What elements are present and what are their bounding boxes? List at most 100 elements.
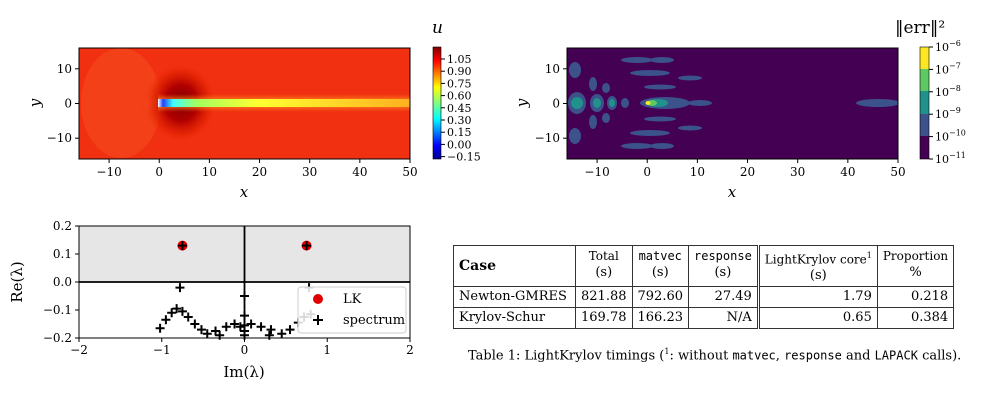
colorbar-tick-label: 0.90 bbox=[447, 65, 472, 78]
y-ticks: 0.2 0.1 0.0 −0.1 −0.2 bbox=[43, 219, 79, 345]
cell-proportion: 0.384 bbox=[876, 307, 955, 330]
header-core-footnote: 1 bbox=[866, 251, 872, 260]
colorbar-title: u bbox=[432, 18, 443, 38]
legend-lk-marker bbox=[313, 294, 323, 304]
x-axis-label: x bbox=[728, 183, 737, 201]
header-total: Total (s) bbox=[575, 244, 633, 288]
timings-table: Case Total (s) matvec (s) response (s) L… bbox=[453, 244, 955, 330]
spectrum-point bbox=[196, 325, 206, 335]
colorbar-tick-label: 0.45 bbox=[447, 102, 472, 115]
colorbar-tick-label: 10−9 bbox=[935, 106, 961, 121]
cell-total: 821.88 bbox=[575, 286, 633, 309]
spectrum-point bbox=[190, 319, 200, 329]
caption-comma: , bbox=[775, 348, 785, 364]
colorbar-ticks: 1.050.900.750.600.450.300.150.00−0.15 bbox=[441, 53, 481, 164]
colorbar-tick-label: −0.15 bbox=[447, 151, 481, 164]
x-tick-label: 30 bbox=[302, 165, 317, 179]
spectrum-point bbox=[167, 308, 177, 318]
y-tick-label: −0.2 bbox=[43, 331, 72, 345]
spectrum-point bbox=[235, 322, 245, 332]
y-ticks: −10 0 10 bbox=[535, 62, 567, 145]
error-peak bbox=[645, 101, 651, 105]
x-ticks: −10 0 10 20 30 40 50 bbox=[584, 159, 906, 179]
caption-code-matvec: matvec bbox=[732, 348, 776, 363]
y-ticks: −10 0 10 bbox=[47, 62, 79, 145]
legend: LK spectrum bbox=[297, 286, 407, 334]
header-matvec: matvec (s) bbox=[631, 244, 689, 288]
caption-code-lapack: LAPACK bbox=[874, 348, 918, 363]
cell-case: Newton-GMRES bbox=[453, 286, 576, 309]
cell-response: N/A bbox=[688, 307, 759, 330]
spectrum-point bbox=[177, 306, 187, 316]
x-tick-label: 10 bbox=[690, 165, 705, 179]
spectrum-point bbox=[246, 319, 256, 329]
y-axis-label: y bbox=[513, 98, 531, 108]
x-tick-label: 0 bbox=[241, 343, 249, 357]
x-ticks: −10 0 10 20 30 40 50 bbox=[96, 159, 418, 179]
spectrum-point bbox=[302, 241, 312, 251]
x-tick-label: −10 bbox=[96, 165, 121, 179]
colorbar-tick-label: 0.75 bbox=[447, 77, 472, 90]
x-tick-label: 10 bbox=[202, 165, 217, 179]
spectrum-point bbox=[177, 241, 187, 251]
y-tick-label: 10 bbox=[57, 62, 72, 76]
colorbar-tick-label: 0.60 bbox=[447, 90, 472, 103]
legend-spectrum-marker bbox=[313, 315, 323, 325]
header-proportion: Proportion % bbox=[876, 244, 955, 288]
legend-box bbox=[297, 286, 407, 334]
spectrum-point bbox=[155, 323, 165, 333]
x-tick-label: 40 bbox=[840, 165, 855, 179]
colorbar-tick-label: 10−10 bbox=[935, 129, 966, 144]
spectrum-point bbox=[183, 312, 193, 322]
y-tick-label: 0.2 bbox=[53, 219, 72, 233]
cell-matvec: 166.23 bbox=[631, 307, 689, 330]
header-response-title: response bbox=[694, 249, 752, 263]
cell-matvec: 792.60 bbox=[631, 286, 689, 309]
spectrum-point bbox=[240, 311, 249, 321]
y-tick-label: 10 bbox=[545, 62, 560, 76]
colorbar-tick-label: 0.30 bbox=[447, 114, 472, 127]
spectrum-point bbox=[277, 329, 287, 339]
header-matvec-unit: (s) bbox=[651, 265, 669, 280]
header-total-title: Total bbox=[588, 249, 619, 263]
spectrum-point bbox=[240, 291, 249, 301]
x-tick-label: 50 bbox=[402, 165, 417, 179]
y-axis-label: y bbox=[26, 98, 44, 108]
colorbar-tick-label: 1.05 bbox=[447, 53, 472, 66]
spectrum-point bbox=[221, 322, 231, 332]
x-ticks: −2 −1 0 1 2 bbox=[70, 338, 414, 357]
spectrum-point bbox=[266, 325, 276, 335]
x-tick-label: −1 bbox=[153, 343, 171, 357]
x-axis-label: Im(λ) bbox=[223, 363, 264, 381]
x-tick-label: 20 bbox=[252, 165, 267, 179]
y-tick-label: 0 bbox=[64, 97, 72, 111]
legend-lk-label: LK bbox=[343, 292, 362, 307]
caption-prefix: Table 1: LightKrylov timings ( bbox=[468, 348, 665, 364]
spectrum-point bbox=[172, 304, 182, 314]
table-row: Krylov-Schur 169.78 166.23 N/A 0.65 0.38… bbox=[453, 307, 955, 330]
colorbar-tick-label: 0.00 bbox=[447, 138, 472, 151]
header-response: response (s) bbox=[688, 244, 759, 288]
header-core-title: LightKrylov core bbox=[764, 252, 867, 267]
spectrum-point bbox=[230, 319, 240, 329]
x-tick-label: 20 bbox=[740, 165, 755, 179]
cell-total: 169.78 bbox=[575, 307, 633, 330]
header-case: Case bbox=[453, 244, 576, 288]
cell-case: Krylov-Schur bbox=[453, 307, 576, 330]
caption-suffix: calls). bbox=[917, 348, 962, 364]
colorbar-tick-label: 10−8 bbox=[935, 84, 961, 99]
spectrum-point bbox=[256, 322, 266, 332]
x-tick-label: −2 bbox=[70, 343, 88, 357]
caption-footnote-mark: 1 bbox=[664, 347, 670, 356]
table-row: Newton-GMRES 821.88 792.60 27.49 1.79 0.… bbox=[453, 286, 955, 309]
spectrum-point bbox=[161, 315, 171, 325]
y-axis-label: Re(λ) bbox=[8, 261, 26, 302]
header-lightkrylov-core: LightKrylov core1 (s) bbox=[756, 244, 878, 288]
x-tick-label: 0 bbox=[643, 165, 651, 179]
x-tick-label: 1 bbox=[323, 343, 331, 357]
x-tick-label: −10 bbox=[584, 165, 609, 179]
colorbar-tick-label: 10−11 bbox=[935, 151, 966, 166]
eigenvalue-spectrum-plot: −2 −1 0 1 2 0.2 0.1 0.0 −0.1 −0.2 Im(λ) Re(λ) LK… bbox=[8, 219, 414, 381]
